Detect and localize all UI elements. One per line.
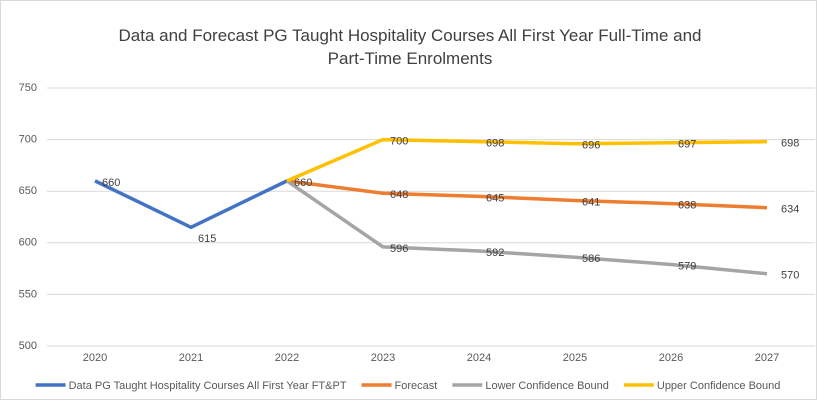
y-tick-label: 750 xyxy=(19,82,37,94)
y-tick-label: 600 xyxy=(19,237,37,249)
x-tick-label: 2020 xyxy=(83,352,107,364)
data-label: 660 xyxy=(102,177,120,189)
legend-label: Data PG Taught Hospitality Courses All F… xyxy=(69,380,347,392)
y-tick-label: 650 xyxy=(19,185,37,197)
x-tick-label: 2025 xyxy=(563,352,587,364)
x-tick-label: 2022 xyxy=(275,352,299,364)
data-label: 700 xyxy=(390,136,408,148)
x-tick-label: 2027 xyxy=(755,352,779,364)
x-tick-label: 2023 xyxy=(371,352,395,364)
data-label: 660 xyxy=(294,177,312,189)
series-line xyxy=(94,179,288,230)
y-tick-label: 550 xyxy=(19,288,37,300)
data-label: 615 xyxy=(198,233,216,245)
y-tick-label: 700 xyxy=(19,134,37,146)
data-label: 698 xyxy=(781,138,799,150)
series-line xyxy=(286,179,768,210)
data-label: 696 xyxy=(582,140,600,152)
data-label: 592 xyxy=(486,247,504,259)
data-label: 634 xyxy=(781,204,799,216)
series-line xyxy=(286,137,768,183)
data-label: 638 xyxy=(678,199,696,211)
chart-title: Data and Forecast PG Taught Hospitality … xyxy=(118,26,702,68)
data-label: 596 xyxy=(390,243,408,255)
data-label: 570 xyxy=(781,270,799,282)
y-tick-label: 500 xyxy=(19,340,37,352)
series-line xyxy=(286,179,768,276)
legend-label: Upper Confidence Bound xyxy=(657,380,781,392)
data-label: 641 xyxy=(582,196,600,208)
data-label: 586 xyxy=(582,253,600,265)
x-tick-label: 2021 xyxy=(179,352,203,364)
x-tick-label: 2026 xyxy=(659,352,683,364)
data-label: 579 xyxy=(678,260,696,272)
legend-label: Lower Confidence Bound xyxy=(485,380,609,392)
legend-label: Forecast xyxy=(395,380,438,392)
data-label: 698 xyxy=(486,138,504,150)
data-label: 697 xyxy=(678,139,696,151)
x-tick-label: 2024 xyxy=(467,352,491,364)
data-label: 645 xyxy=(486,192,504,204)
data-label: 648 xyxy=(390,189,408,201)
